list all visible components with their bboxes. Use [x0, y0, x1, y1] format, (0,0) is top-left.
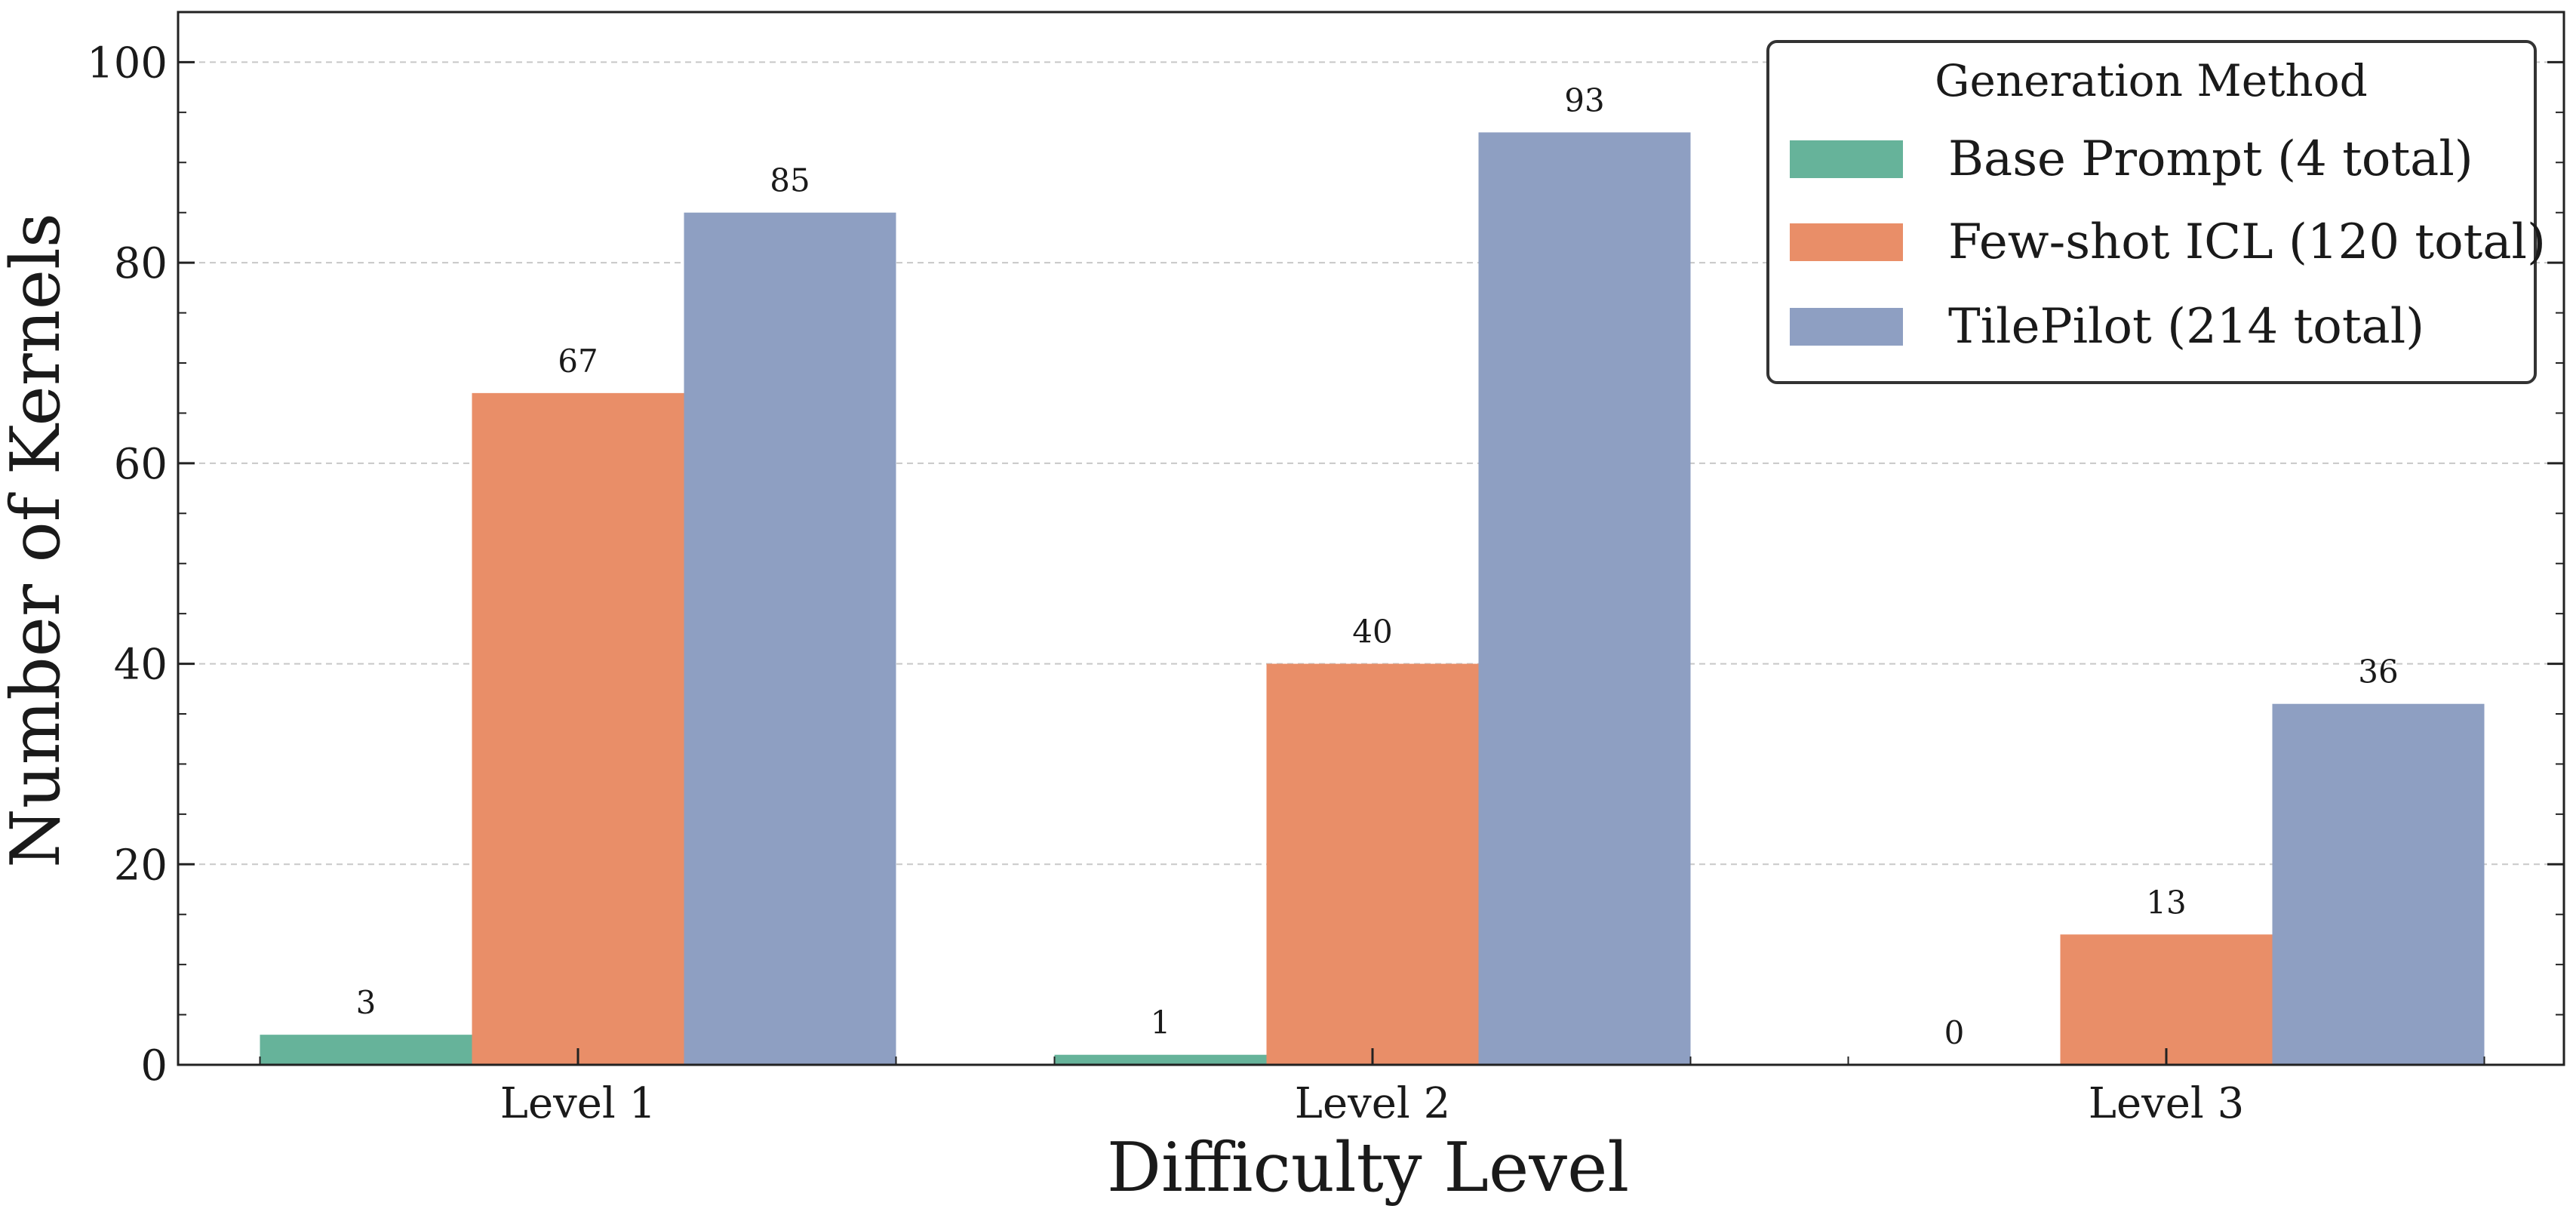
- axes: [177, 11, 2565, 1066]
- legend-label: Few-shot ICL (120 total): [1948, 214, 2546, 270]
- legend-swatch: [1790, 140, 1903, 178]
- bar: [2272, 703, 2485, 1065]
- plot-frame: [177, 11, 2565, 1066]
- bars: [260, 132, 2485, 1065]
- bar: [684, 212, 896, 1065]
- bar: [1266, 663, 1479, 1065]
- y-axis-ticks: 0 20 40 60 80 100: [87, 11, 2564, 1090]
- x-tick-label: Level 2: [1295, 1079, 1450, 1128]
- x-tick-label: Level 1: [500, 1079, 656, 1128]
- bar-value-label: 1: [1151, 1004, 1171, 1041]
- bar-value-label: 0: [1944, 1014, 1965, 1051]
- y-axis-title: Number of Kernels: [0, 213, 75, 868]
- x-axis-ticks: Level 1 Level 2 Level 3: [259, 1048, 2485, 1128]
- legend-label: TilePilot (214 total): [1948, 299, 2424, 355]
- y-tick-label: 80: [114, 239, 168, 288]
- bar: [1054, 1054, 1267, 1065]
- x-axis-title: Difficulty Level: [1107, 1128, 1629, 1207]
- y-tick-label: 0: [140, 1041, 168, 1090]
- y-tick-label: 40: [114, 641, 168, 690]
- bar-value-labels: 3 67 85 1 40 93 0 13 36: [356, 82, 2399, 1051]
- bar: [1478, 132, 1691, 1065]
- legend-swatch: [1790, 308, 1903, 346]
- legend-frame: [1766, 40, 2537, 384]
- bar-value-label: 85: [770, 162, 810, 199]
- bar: [472, 392, 684, 1065]
- bar-value-label: 93: [1564, 82, 1604, 118]
- legend-label: Base Prompt (4 total): [1948, 131, 2473, 187]
- bar-value-label: 13: [2146, 884, 2186, 921]
- y-tick-label: 100: [87, 38, 168, 88]
- legend-swatch: [1790, 223, 1903, 261]
- bar-value-label: 36: [2358, 654, 2398, 691]
- legend-items: Base Prompt (4 total) Few-shot ICL (120 t…: [1790, 131, 2546, 355]
- y-tick-label: 60: [114, 440, 168, 489]
- bar-value-label: 40: [1352, 614, 1392, 651]
- legend-title: Generation Method: [1935, 55, 2368, 106]
- bar: [2060, 934, 2273, 1065]
- x-tick-label: Level 3: [2089, 1079, 2244, 1128]
- legend: Generation Method Base Prompt (4 total) F…: [1766, 40, 2546, 384]
- bar-value-label: 3: [356, 984, 377, 1021]
- bar-value-label: 67: [558, 343, 598, 380]
- bar: [260, 1035, 472, 1065]
- y-tick-label: 20: [114, 841, 168, 890]
